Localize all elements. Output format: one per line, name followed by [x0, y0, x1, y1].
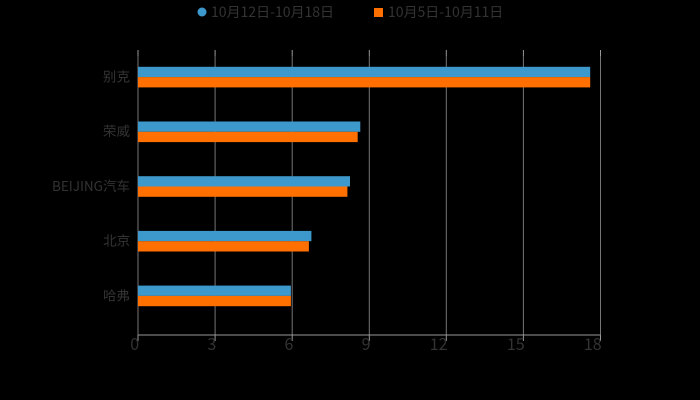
- svg-text:荣威: 荣威: [103, 120, 130, 140]
- svg-text:10月12日-10月18日: 10月12日-10月18日: [211, 2, 334, 22]
- svg-text:6: 6: [285, 331, 294, 355]
- svg-text:9: 9: [362, 331, 371, 355]
- svg-text:18: 18: [584, 331, 602, 355]
- svg-text:0: 0: [130, 331, 139, 355]
- svg-text:3: 3: [207, 331, 216, 355]
- svg-text:北京: 北京: [103, 230, 130, 250]
- svg-text:BEIJING汽车: BEIJING汽车: [52, 175, 130, 195]
- svg-text:10月5日-10月11日: 10月5日-10月11日: [388, 2, 503, 22]
- svg-text:12: 12: [430, 331, 448, 355]
- svg-text:别克: 别克: [103, 66, 130, 86]
- svg-text:哈弗: 哈弗: [103, 284, 130, 304]
- svg-text:15: 15: [507, 331, 525, 355]
